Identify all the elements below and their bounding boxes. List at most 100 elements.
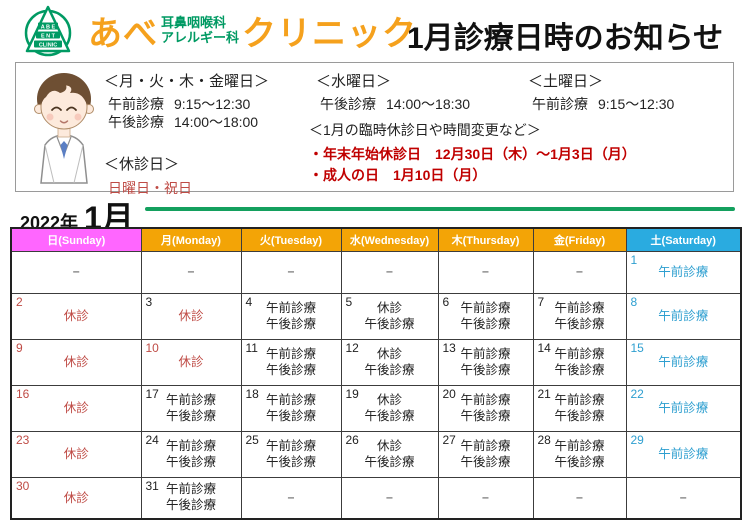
cell-schedule: − bbox=[481, 490, 490, 505]
date-number: 26 bbox=[345, 432, 359, 447]
wednesday-pm-hours: 午後診療 14:00～18:30 bbox=[320, 96, 471, 112]
date-number: 30 bbox=[16, 478, 30, 493]
calendar-cell: 13 午前診療 午後診療 bbox=[437, 338, 534, 386]
cell-schedule: 午前診療 bbox=[658, 265, 709, 279]
cell-schedule: 午前診療 午後診療 bbox=[554, 438, 605, 469]
cell-schedule: − bbox=[481, 265, 490, 279]
day-header: 金(Friday) bbox=[532, 227, 627, 252]
date-number: 5 bbox=[345, 294, 353, 309]
saturday-am-hours: 午前診療 9:15～12:30 bbox=[532, 96, 675, 112]
calendar-cell: 27 午前診療 午後診療 bbox=[437, 430, 534, 478]
wednesday-hours-heading: ＜水曜日＞ bbox=[316, 73, 392, 90]
calendar-cell: 11 午前診療 午後診療 bbox=[240, 338, 342, 386]
cell-schedule: 午前診療 午後診療 bbox=[265, 346, 316, 377]
day-header: 日(Sunday) bbox=[10, 227, 142, 252]
date-number: 4 bbox=[245, 294, 253, 309]
cell-schedule: 休診 bbox=[63, 355, 89, 369]
date-number: 20 bbox=[442, 386, 456, 401]
calendar-cell: 3 休診 bbox=[140, 292, 242, 340]
cell-schedule: − bbox=[385, 490, 394, 505]
date-number: 23 bbox=[16, 432, 30, 447]
calendar-cell: − bbox=[140, 250, 242, 294]
calendar-cell: 14 午前診療 午後診療 bbox=[532, 338, 627, 386]
closed-days-value: 日曜日・祝日 bbox=[108, 180, 192, 196]
cell-schedule: − bbox=[679, 490, 687, 505]
date-number: 25 bbox=[245, 432, 259, 447]
cell-schedule: 休診 bbox=[178, 309, 204, 323]
weekday-am-hours: 午前診療 9:15～12:30 bbox=[108, 96, 251, 112]
date-number: 24 bbox=[145, 432, 159, 447]
day-header: 木(Thursday) bbox=[437, 227, 534, 252]
clinic-name-specialties: 耳鼻咽喉科 アレルギー科 bbox=[161, 15, 240, 45]
date-number: 6 bbox=[442, 294, 450, 309]
divider-line bbox=[145, 207, 735, 211]
doctor-illustration bbox=[34, 73, 94, 184]
cell-schedule: − bbox=[187, 265, 195, 279]
calendar-cell: − bbox=[532, 476, 627, 520]
calendar-table: 日(Sunday) 月(Monday) 火(Tuesday) 水(Wednesday)… bbox=[10, 227, 742, 520]
calendar-cell: − bbox=[437, 250, 534, 294]
date-number: 3 bbox=[145, 294, 153, 309]
cell-schedule: 午前診療 午後診療 bbox=[460, 392, 511, 423]
calendar-cell: − bbox=[340, 250, 439, 294]
calendar-cell: 22 午前診療 bbox=[625, 384, 742, 432]
cell-schedule: − bbox=[287, 490, 295, 505]
calendar-cell: 29 午前診療 bbox=[625, 430, 742, 478]
calendar-cell: 4 午前診療 午後診療 bbox=[240, 292, 342, 340]
date-number: 14 bbox=[537, 340, 551, 355]
date-number: 12 bbox=[345, 340, 359, 355]
calendar-cell: 19 休診 午後診療 bbox=[340, 384, 439, 432]
saturday-hours-block: ＜土曜日＞ 午前診療 9:15～12:30 bbox=[528, 70, 674, 113]
calendar-cell: 21 午前診療 午後診療 bbox=[532, 384, 627, 432]
calendar-cell: 25 午前診療 午後診療 bbox=[240, 430, 342, 478]
calendar-cell: 26 休診 午後診療 bbox=[340, 430, 439, 478]
svg-text:A B E: A B E bbox=[41, 24, 56, 30]
calendar-week-row: 16 休診 17 午前診療 午後診療 18 午前診療 午後診療 19 休診 午後診療 20 午前診療 午後… bbox=[10, 384, 742, 432]
notice-item: ・年末年始休診日 12月30日（木）～1月3日（月） bbox=[309, 146, 636, 162]
info-panel: ＜月・火・木・金曜日＞ 午前診療 9:15～12:30 午後診療 14:00～18:… bbox=[15, 62, 734, 196]
calendar-cell: 16 休診 bbox=[10, 384, 142, 432]
calendar-cell: 20 午前診療 午後診療 bbox=[437, 384, 534, 432]
calendar-day-header-row: 日(Sunday) 月(Monday) 火(Tuesday) 水(Wednesday)… bbox=[10, 227, 742, 252]
date-number: 19 bbox=[345, 386, 359, 401]
cell-schedule: 午前診療 午後診療 bbox=[554, 346, 605, 377]
cell-schedule: 休診 bbox=[63, 309, 89, 323]
date-number: 9 bbox=[16, 340, 23, 355]
date-number: 21 bbox=[537, 386, 551, 401]
cell-schedule: 午前診療 bbox=[658, 401, 709, 415]
calendar-cell: − bbox=[625, 476, 742, 520]
calendar-cell: − bbox=[340, 476, 439, 520]
calendar-cell: 15 午前診療 bbox=[625, 338, 742, 386]
calendar-cell: 5 休診 午後診療 bbox=[340, 292, 439, 340]
calendar-body: − − − − − − 1 午前診療 2 休診 3 休診 4 午前診療 午後診療 5 休診 午後診療 6 午前診療 午後… bbox=[10, 250, 742, 520]
calendar-cell: − bbox=[437, 476, 534, 520]
weekday-pm-hours: 午後診療 14:00～18:00 bbox=[108, 114, 259, 130]
cell-schedule: 休診 午後診療 bbox=[364, 392, 415, 423]
calendar-cell: 8 午前診療 bbox=[625, 292, 742, 340]
day-header: 月(Monday) bbox=[140, 227, 242, 252]
cell-schedule: 午前診療 午後診療 bbox=[554, 300, 605, 331]
clinic-name-main: あべ bbox=[88, 14, 158, 53]
notice-item: ・成人の日 1月10日（月） bbox=[309, 167, 487, 183]
weekday-hours-block: ＜月・火・木・金曜日＞ 午前診療 9:15～12:30 午後診療 14:00～18:… bbox=[104, 70, 269, 198]
cell-schedule: − bbox=[287, 265, 295, 279]
cell-schedule: − bbox=[575, 265, 584, 279]
cell-schedule: − bbox=[575, 490, 584, 505]
date-number: 17 bbox=[145, 386, 159, 401]
svg-text:E N T: E N T bbox=[41, 33, 56, 39]
calendar-cell: − bbox=[10, 250, 142, 294]
date-number: 16 bbox=[16, 386, 30, 401]
calendar-week-row: − − − − − − 1 午前診療 bbox=[10, 250, 742, 294]
svg-text:CLINIC: CLINIC bbox=[39, 42, 57, 48]
calendar-cell: 28 午前診療 午後診療 bbox=[532, 430, 627, 478]
calendar-cell: 9 休診 bbox=[10, 338, 142, 386]
clinic-logo-icon: A B E E N T CLINIC bbox=[24, 5, 72, 57]
cell-schedule: 午前診療 午後診療 bbox=[460, 300, 511, 331]
cell-schedule: 午前診療 午後診療 bbox=[460, 438, 511, 469]
clinic-name: あべ 耳鼻咽喉科 アレルギー科 クリニック bbox=[88, 4, 417, 56]
saturday-hours-heading: ＜土曜日＞ bbox=[528, 73, 604, 90]
calendar-cell: 1 午前診療 bbox=[625, 250, 742, 294]
calendar-cell: 17 午前診療 午後診療 bbox=[140, 384, 242, 432]
day-header: 火(Tuesday) bbox=[240, 227, 342, 252]
